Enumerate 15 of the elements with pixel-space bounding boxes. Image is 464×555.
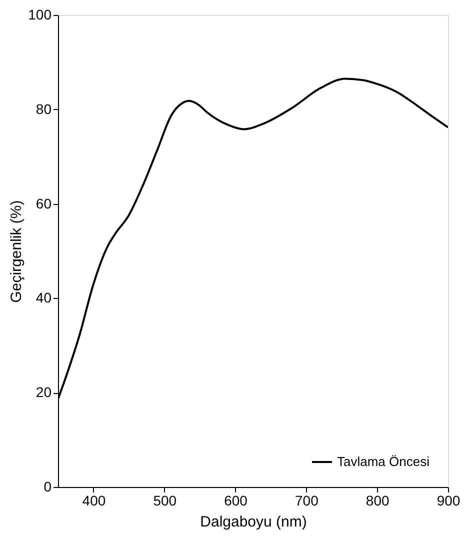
x-tick-label: 500 <box>153 492 177 508</box>
x-tick-label: 400 <box>82 492 106 508</box>
legend-label: Tavlama Öncesi <box>337 454 430 469</box>
y-tick-label: 20 <box>36 384 52 400</box>
x-axis-title: Dalgaboyu (nm) <box>200 514 307 530</box>
x-tick-label: 600 <box>224 492 248 508</box>
y-tick-label: 0 <box>44 478 52 494</box>
y-tick-label: 100 <box>28 6 52 22</box>
y-tick-label: 60 <box>36 195 52 212</box>
x-tick-label: 700 <box>295 492 319 508</box>
y-tick-label: 40 <box>36 290 52 306</box>
y-tick-label: 80 <box>36 100 52 117</box>
x-tick-label: 800 <box>366 492 390 508</box>
y-axis-title: Geçirgenlik (%) <box>8 200 26 303</box>
x-tick-label: 900 <box>436 492 460 508</box>
